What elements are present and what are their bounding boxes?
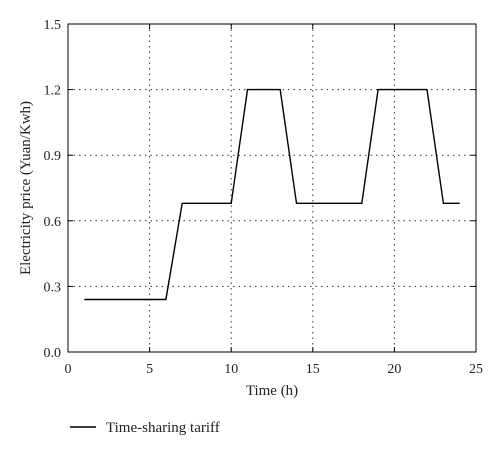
y-tick-label: 0.0 [44,346,62,361]
grid-lines [68,24,476,352]
x-tick-label: 5 [146,362,153,377]
y-tick-label: 0.6 [44,215,62,230]
y-tick-label: 0.3 [44,280,62,295]
series-group [84,88,460,301]
y-tick-label: 1.2 [44,84,62,99]
y-tick-label: 0.9 [44,149,62,164]
x-tick-label: 0 [65,362,72,377]
x-tick-label: 20 [387,362,401,377]
series-line [84,88,460,301]
x-tick-label: 10 [224,362,238,377]
axis-ticks: 0 5 10 15 20 25 0.0 0.3 0.6 0.9 1.2 1.5 [44,18,484,377]
plot-frame [67,23,477,353]
x-tick-label: 25 [469,362,483,377]
x-tick-label: 15 [306,362,320,377]
legend: Time-sharing tariff [70,420,220,436]
y-tick-label: 1.5 [44,18,62,33]
legend-label: Time-sharing tariff [106,420,220,436]
x-axis-label: Time (h) [246,383,298,399]
y-axis-label: Electricity price (Yuan/Kwh) [18,101,34,275]
